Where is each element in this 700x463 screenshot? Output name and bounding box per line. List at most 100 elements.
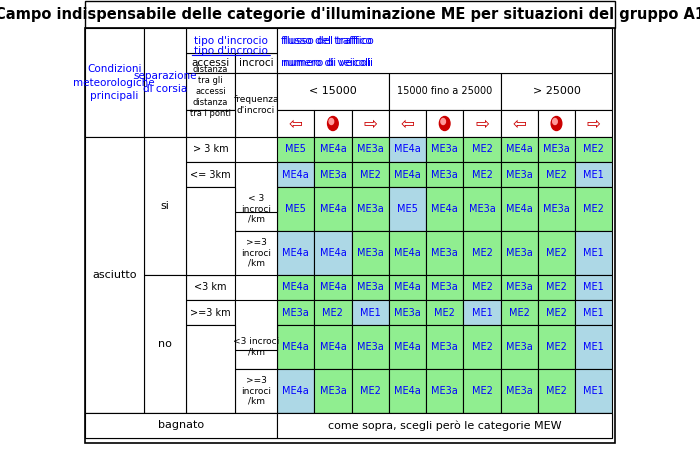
Bar	[426, 231, 463, 275]
Bar	[389, 110, 426, 137]
Text: ME4a: ME4a	[506, 204, 533, 214]
Bar	[314, 187, 351, 231]
Bar	[389, 275, 426, 300]
Bar	[500, 187, 538, 231]
Bar	[389, 187, 426, 231]
Text: tipo d'incrocio: tipo d'incrocio	[195, 45, 268, 56]
Text: ME3a: ME3a	[506, 282, 533, 293]
Text: separazione
di corsia: separazione di corsia	[133, 71, 197, 94]
Text: numero di veicoli: numero di veicoli	[283, 58, 373, 68]
Text: ME4a: ME4a	[431, 204, 458, 214]
Bar	[538, 162, 575, 187]
Circle shape	[329, 119, 334, 125]
Bar	[314, 110, 351, 137]
Circle shape	[553, 119, 557, 125]
Bar	[235, 53, 277, 73]
Bar	[186, 53, 235, 73]
Text: bagnato: bagnato	[158, 420, 204, 431]
Text: ME4a: ME4a	[282, 169, 309, 180]
Bar	[314, 275, 351, 300]
Bar	[351, 325, 388, 369]
Bar	[235, 369, 277, 413]
Text: ME2: ME2	[546, 282, 567, 293]
Text: ME2: ME2	[472, 386, 492, 396]
Text: ⇨: ⇨	[587, 114, 601, 132]
Bar	[351, 300, 388, 325]
Bar	[426, 137, 463, 162]
Text: ME2: ME2	[509, 307, 530, 318]
Text: ME4a: ME4a	[319, 342, 346, 352]
Text: ME5: ME5	[397, 204, 418, 214]
Bar	[85, 1, 615, 28]
Text: ME4a: ME4a	[394, 342, 421, 352]
Bar	[538, 325, 575, 369]
Bar	[500, 300, 538, 325]
Bar	[463, 369, 500, 413]
Bar	[351, 187, 388, 231]
Text: ME1: ME1	[360, 307, 381, 318]
Bar	[314, 231, 351, 275]
Bar	[277, 137, 314, 162]
Text: ME2: ME2	[472, 282, 492, 293]
Text: ME3a: ME3a	[431, 342, 458, 352]
Bar	[500, 162, 538, 187]
Bar	[575, 110, 612, 137]
Bar	[500, 231, 538, 275]
Bar	[500, 73, 612, 110]
Bar	[277, 325, 314, 369]
Text: ME4a: ME4a	[394, 386, 421, 396]
Bar	[538, 110, 575, 137]
Bar	[277, 28, 612, 73]
Text: ME1: ME1	[583, 248, 604, 258]
Text: ME2: ME2	[472, 248, 492, 258]
Circle shape	[328, 117, 338, 131]
Text: numero di veicoli: numero di veicoli	[281, 58, 371, 68]
Text: come sopra, scegli però le categorie MEW: come sopra, scegli però le categorie MEW	[328, 420, 561, 431]
Text: ME3a: ME3a	[431, 248, 458, 258]
Text: tipo d'incrocio: tipo d'incrocio	[195, 36, 268, 45]
Bar	[186, 28, 277, 53]
Text: ME2: ME2	[434, 307, 455, 318]
Bar	[500, 369, 538, 413]
Text: ME2: ME2	[546, 248, 567, 258]
Bar	[426, 325, 463, 369]
Text: < 15000: < 15000	[309, 87, 357, 96]
Text: ME3a: ME3a	[506, 248, 533, 258]
Text: <3 incroci
/km: <3 incroci /km	[233, 338, 279, 357]
Text: ⇨: ⇨	[475, 114, 489, 132]
Bar	[186, 73, 235, 110]
Text: ME3a: ME3a	[468, 204, 496, 214]
Bar	[500, 325, 538, 369]
Text: ME1: ME1	[583, 169, 604, 180]
Bar	[426, 369, 463, 413]
Bar	[538, 137, 575, 162]
Bar	[575, 231, 612, 275]
Text: >=3
incroci
/km: >=3 incroci /km	[241, 376, 271, 406]
Bar	[314, 325, 351, 369]
Bar	[277, 231, 314, 275]
Bar	[389, 300, 426, 325]
Bar	[575, 275, 612, 300]
Text: ME4a: ME4a	[282, 342, 309, 352]
Bar	[426, 187, 463, 231]
Bar	[351, 110, 388, 137]
Bar	[186, 162, 235, 187]
Text: ME4a: ME4a	[319, 144, 346, 155]
Bar	[144, 275, 186, 413]
Text: ME3a: ME3a	[431, 386, 458, 396]
Text: 15000 fino a 25000: 15000 fino a 25000	[397, 87, 492, 96]
Text: ME5: ME5	[285, 144, 306, 155]
Bar	[235, 73, 277, 137]
Text: accessi: accessi	[191, 58, 230, 68]
Bar	[144, 28, 186, 137]
Bar	[235, 300, 277, 350]
Bar	[235, 162, 277, 212]
Text: ME5: ME5	[285, 204, 306, 214]
Text: ME1: ME1	[583, 386, 604, 396]
Bar	[538, 275, 575, 300]
Text: ME2: ME2	[472, 169, 492, 180]
Bar	[426, 162, 463, 187]
Text: incroci: incroci	[239, 58, 274, 68]
Text: ME1: ME1	[583, 342, 604, 352]
Bar	[575, 369, 612, 413]
